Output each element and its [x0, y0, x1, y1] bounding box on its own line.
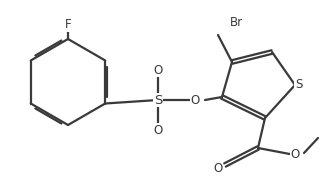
- Text: O: O: [153, 124, 163, 137]
- Text: O: O: [290, 148, 300, 161]
- Text: O: O: [214, 161, 223, 174]
- Text: F: F: [65, 19, 71, 32]
- Text: S: S: [295, 78, 302, 91]
- Text: O: O: [153, 64, 163, 77]
- Text: S: S: [154, 93, 162, 106]
- Text: O: O: [190, 93, 200, 106]
- Text: Br: Br: [230, 15, 243, 28]
